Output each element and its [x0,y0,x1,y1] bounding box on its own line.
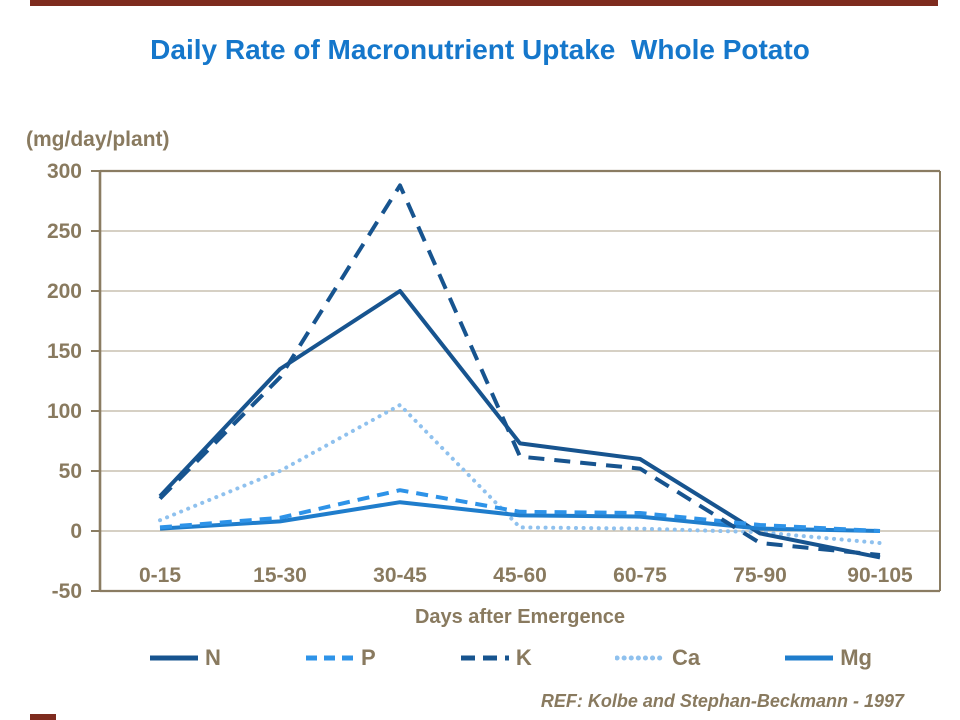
legend-label-Mg: Mg [840,645,872,670]
x-axis-tick-label: 30-45 [373,564,427,587]
y-axis-tick-label: -50 [52,580,82,603]
chart-legend: N P K Ca Mg [148,645,872,671]
legend-label-P: P [361,645,376,670]
y-axis-units-label: (mg/day/plant) [26,128,170,151]
series-line-P [159,488,881,533]
legend-swatch-K [460,655,509,661]
legend-swatch-Mg [785,655,834,661]
series-line-N [158,289,881,560]
reference-note: REF: Kolbe and Stephan-Beckmann - 1997 [540,691,904,711]
legend-item-Mg: Mg [783,645,872,671]
x-axis-tick-label: 15-30 [253,564,307,587]
x-axis-tick-label: 0-15 [139,564,181,587]
y-axis-tick-label: 150 [47,340,82,363]
legend-swatch-P [306,655,355,661]
bottom-accent-mark [30,714,56,720]
legend-item-K: K [459,645,532,671]
x-axis-title: Days after Emergence [414,606,626,628]
y-axis-tick-label: 100 [47,400,82,423]
legend-item-Ca: Ca [614,645,701,671]
legend-label-K: K [515,645,532,670]
x-axis-tick-label: 75-90 [733,564,787,587]
legend-item-P: P [304,645,376,671]
chart-title: Daily Rate of Macronutrient Uptake Whole… [150,34,810,65]
y-axis-tick-label: 0 [70,520,82,543]
y-axis-tick-label: 50 [59,460,82,483]
x-axis-tick-label: 90-105 [847,564,913,587]
legend-label-Ca: Ca [671,645,701,670]
x-axis-tick-label: 45-60 [493,564,547,587]
y-axis-tick-label: 300 [47,160,82,183]
series-line-Mg [159,500,881,533]
series-line-K [158,183,881,557]
legend-swatch-N [150,655,198,661]
x-axis-tick-label: 60-75 [613,564,667,587]
y-axis-tick-label: 250 [47,220,82,243]
legend-swatch-Ca [614,655,667,661]
legend-label-N: N [205,645,221,670]
top-accent-bar [30,0,938,6]
y-axis-tick-label: 200 [47,280,82,303]
legend-item-N: N [148,645,221,671]
